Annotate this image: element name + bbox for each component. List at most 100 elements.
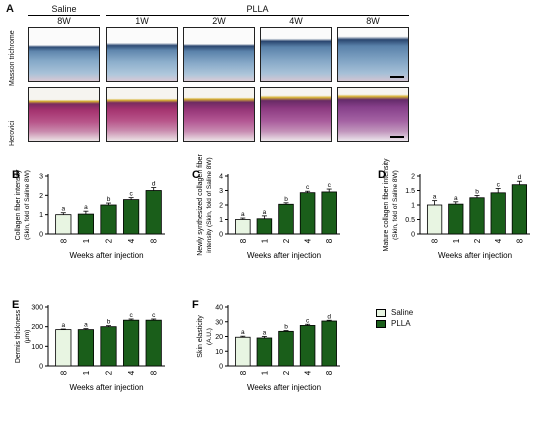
panel-f-ytick-label-3: 30 bbox=[215, 319, 223, 326]
panel-b-ytick-label-1: 1 bbox=[39, 212, 43, 219]
panel-d-ytick-label-2: 1 bbox=[411, 203, 415, 210]
micrograph-masson-plla-1w bbox=[106, 27, 178, 82]
group-saline-label: Saline bbox=[51, 4, 77, 14]
panel-b-sig-letter-1: a bbox=[84, 204, 88, 211]
panel-f-sig-letter-3: c bbox=[306, 317, 310, 324]
panel-d-label: D bbox=[378, 169, 386, 181]
panel-c-xtick-label-4: 8 bbox=[325, 238, 334, 243]
panel-d-ytick-label-0: 0 bbox=[411, 232, 415, 239]
panel-c-sig-letter-0: a bbox=[241, 211, 245, 218]
panel-b-label: B bbox=[12, 169, 20, 181]
panel-f-ytick-label-1: 10 bbox=[215, 349, 223, 356]
panel-f-ylabel: Skin elasticity bbox=[197, 315, 204, 358]
panel-f-ylabel-2: (A.U.) bbox=[206, 328, 213, 345]
panel-b-xtick-label-2: 2 bbox=[105, 238, 114, 243]
panel-b-xtick-label-3: 4 bbox=[127, 238, 136, 243]
micrograph-masson-saline-8w bbox=[28, 27, 100, 82]
panel-b-ytick-label-3: 3 bbox=[39, 174, 43, 181]
col-header-saline-8w: 8W bbox=[57, 16, 71, 26]
panel-d-sig-letter-1: a bbox=[454, 195, 458, 202]
panel-b-ytick-label-2: 2 bbox=[39, 193, 43, 200]
panel-e-xtick-label-0: 8 bbox=[59, 370, 68, 375]
panel-f-sig-letter-4: d bbox=[327, 313, 331, 320]
panel-f-sig-letter-2: b bbox=[284, 324, 288, 331]
panel-c-bar-3 bbox=[299, 192, 316, 235]
panel-c-xlabel: Weeks after injection bbox=[247, 251, 321, 260]
panel-e-sig-letter-0: a bbox=[61, 322, 65, 329]
group-plla-label: PLLA bbox=[246, 4, 269, 14]
panel-e-xtick-label-3: 4 bbox=[127, 370, 136, 375]
panel-e-bar-1 bbox=[77, 329, 94, 367]
panel-b-bar-4 bbox=[145, 190, 162, 235]
panel-c-xtick-label-1: 1 bbox=[260, 238, 269, 243]
panel-f-xlabel: Weeks after injection bbox=[247, 383, 321, 392]
col-header-plla-8w: 8W bbox=[366, 16, 380, 26]
panel-c-sig-letter-3: c bbox=[306, 184, 310, 191]
micrograph-herovici-plla-1w bbox=[106, 87, 178, 142]
panel-f-bar-0 bbox=[235, 336, 251, 367]
panel-c-xtick-label-2: 2 bbox=[282, 238, 291, 243]
panel-d-bar-1 bbox=[448, 203, 464, 235]
panel-b-ytick-label-0: 0 bbox=[39, 232, 43, 239]
panel-b-xtick-label-4: 8 bbox=[150, 238, 159, 243]
legend-plla-swatch bbox=[376, 320, 386, 328]
panel-c-bar-1 bbox=[256, 218, 273, 235]
panel-f-xtick-label-1: 1 bbox=[260, 370, 269, 375]
panel-d-bar-2 bbox=[469, 197, 485, 235]
panel-d-ylabel: Mature collagen fiber intensity bbox=[383, 158, 390, 251]
panel-d-xtick-label-1: 1 bbox=[452, 238, 461, 243]
micrograph-herovici-saline-8w bbox=[28, 87, 100, 142]
micrograph-herovici-plla-4w bbox=[260, 87, 332, 142]
panel-d-xtick-label-2: 2 bbox=[473, 238, 482, 243]
panel-e-ylabel-2: (μm) bbox=[24, 330, 31, 344]
col-header-plla-4w: 4W bbox=[289, 16, 303, 26]
panel-e-sig-letter-3: c bbox=[129, 312, 133, 319]
legend-plla-label: PLLA bbox=[391, 319, 411, 328]
panel-f-bar-1 bbox=[256, 337, 273, 367]
micrograph-masson-plla-2w bbox=[183, 27, 255, 82]
micrograph-herovici-plla-2w bbox=[183, 87, 255, 142]
panel-c-bar-2 bbox=[278, 203, 294, 235]
panel-d-bar-4 bbox=[511, 184, 528, 235]
panel-d-ytick-label-3: 1.5 bbox=[405, 188, 415, 195]
panel-d-sig-letter-3: c bbox=[497, 181, 501, 188]
panel-b-sig-letter-4: d bbox=[152, 181, 156, 188]
panel-f-label: F bbox=[192, 299, 199, 311]
panel-b-bar-2 bbox=[100, 204, 117, 235]
panel-b-bar-1 bbox=[77, 213, 94, 235]
panel-d-xlabel: Weeks after injection bbox=[438, 251, 512, 260]
panel-b-ylabel-2: (Skin, fold of Saline 8W) bbox=[24, 170, 31, 240]
panel-c-sig-letter-4: c bbox=[328, 182, 332, 189]
panel-e-sig-letter-1: a bbox=[84, 322, 88, 329]
panel-f-bar-4 bbox=[321, 320, 337, 367]
panel-f-ytick-label-0: 0 bbox=[219, 364, 223, 371]
panel-c-ytick-label-4: 4 bbox=[219, 174, 223, 181]
panel-f-ytick-label-4: 40 bbox=[215, 305, 223, 312]
panel-b-xlabel: Weeks after injection bbox=[69, 251, 143, 260]
panel-d-sig-letter-4: d bbox=[518, 174, 522, 181]
panel-e-ytick-label-1: 100 bbox=[31, 344, 43, 351]
panel-d-sig-letter-2: b bbox=[475, 188, 479, 195]
panel-e-bar-0 bbox=[55, 329, 72, 367]
panel-b-xtick-label-0: 8 bbox=[59, 238, 68, 243]
panel-e-bar-3 bbox=[123, 319, 140, 367]
panel-c-ytick-label-3: 3 bbox=[219, 188, 223, 195]
panel-e-bar-2 bbox=[100, 326, 117, 367]
panel-d-xtick-label-4: 8 bbox=[515, 238, 524, 243]
panel-f-bar-2 bbox=[278, 330, 294, 367]
group-plla-line bbox=[106, 15, 409, 16]
panel-c-bar-0 bbox=[235, 219, 251, 235]
panel-a-label: A bbox=[6, 3, 14, 15]
panel-c-xtick-label-0: 8 bbox=[239, 238, 248, 243]
panel-b-bar-0 bbox=[55, 214, 72, 235]
panel-f-xtick-label-0: 8 bbox=[239, 370, 248, 375]
col-header-plla-1w: 1W bbox=[135, 16, 149, 26]
panel-f-bar-3 bbox=[299, 325, 316, 367]
panel-e-xlabel: Weeks after injection bbox=[69, 383, 143, 392]
micrograph-masson-plla-8w bbox=[337, 27, 409, 82]
panel-f-xtick-label-3: 4 bbox=[304, 370, 313, 375]
panel-e-label: E bbox=[12, 299, 19, 311]
panel-e-sig-letter-2: b bbox=[107, 319, 111, 326]
panel-d-bar-0 bbox=[426, 204, 443, 235]
